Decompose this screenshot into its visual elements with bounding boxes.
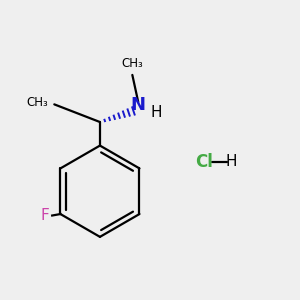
Text: F: F <box>41 208 50 223</box>
Text: H: H <box>151 105 162 120</box>
Text: Cl: Cl <box>196 153 213 171</box>
Text: N: N <box>131 96 146 114</box>
Text: CH₃: CH₃ <box>26 95 48 109</box>
Text: H: H <box>225 154 237 169</box>
Text: CH₃: CH₃ <box>122 57 143 70</box>
